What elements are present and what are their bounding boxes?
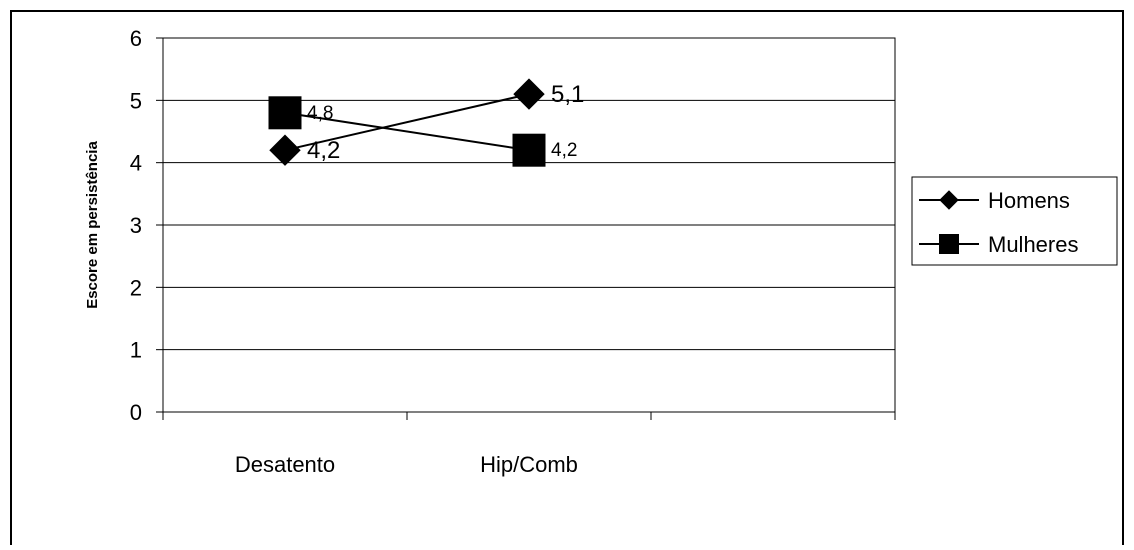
data-label-homens: 4,2 [307, 137, 340, 164]
legend: Homens Mulheres [911, 176, 1118, 266]
legend-label-homens: Homens [988, 188, 1070, 213]
y-tick-label: 0 [130, 400, 142, 425]
series-line-mulheres [284, 111, 530, 152]
data-point-mulheres [512, 133, 546, 167]
y-axis-title: Escore em persistência [84, 141, 101, 309]
series-group [268, 78, 546, 167]
x-tick-label: Desatento [235, 452, 335, 477]
y-tick-label: 3 [130, 213, 142, 238]
y-tick-label: 1 [130, 338, 142, 363]
series-line-homens [284, 93, 530, 152]
data-point-homens [269, 134, 301, 166]
data-label-mulheres: 4,2 [551, 140, 577, 161]
x-tick-label: Hip/Comb [480, 452, 578, 477]
y-tick-label: 5 [130, 88, 142, 113]
data-label-homens: 5,1 [551, 81, 584, 108]
axes: 0 1 2 3 4 5 6 Desatento Hip/Comb [130, 26, 896, 477]
y-tick-label: 2 [130, 275, 142, 300]
data-point-mulheres [268, 96, 302, 130]
y-tick-label: 4 [130, 151, 142, 176]
legend-label-mulheres: Mulheres [988, 232, 1078, 257]
data-label-mulheres: 4,8 [307, 103, 333, 124]
legend-marker-mulheres [939, 234, 959, 254]
legend-marker-homens [939, 190, 959, 210]
data-point-homens [513, 78, 545, 110]
y-tick-label: 6 [130, 26, 142, 51]
data-labels: 4,2 5,1 4,8 4,2 [307, 81, 584, 164]
